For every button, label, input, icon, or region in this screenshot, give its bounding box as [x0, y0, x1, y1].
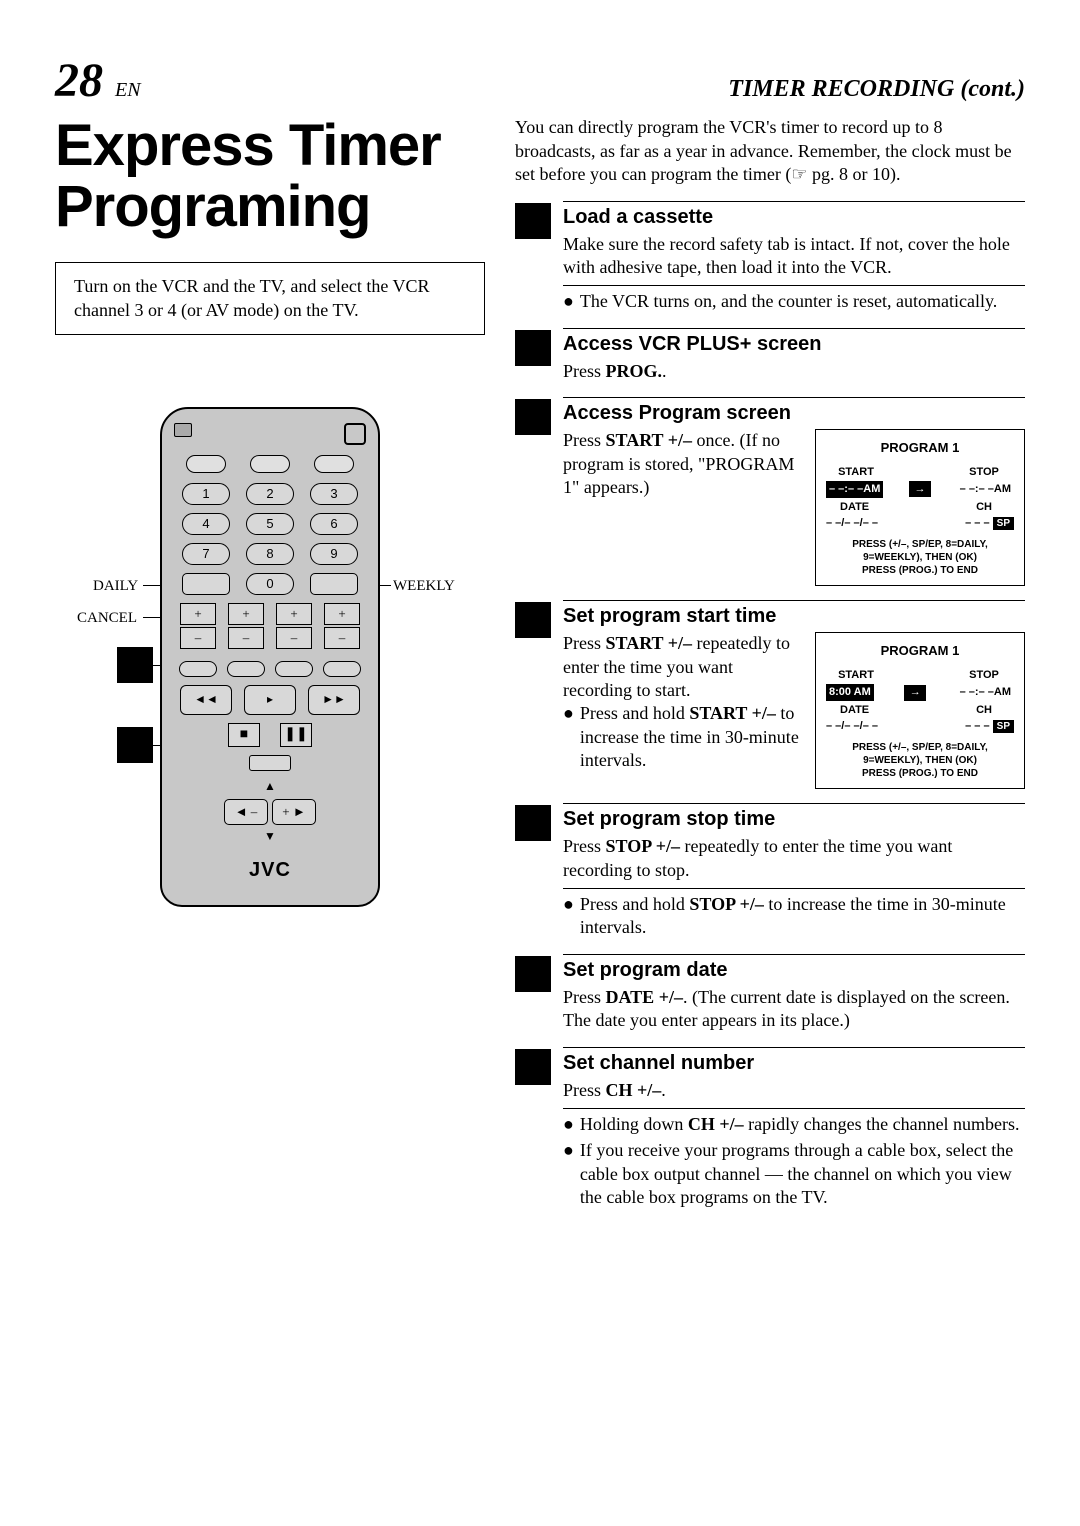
num-2: 2	[246, 483, 294, 505]
play-button: ▸	[244, 685, 296, 715]
remote-led	[174, 423, 192, 437]
rewind-button: ◄◄	[180, 685, 232, 715]
step-title: Set program start time	[563, 600, 1025, 629]
plus-button: +	[180, 603, 216, 625]
minus-button: –	[324, 627, 360, 649]
step-6: Set program date Press DATE +/–. (The cu…	[515, 954, 1025, 1033]
program-screen-1: PROGRAM 1 STARTSTOP – –:– –AM→– –:– –AM …	[815, 429, 1025, 586]
step-3: Access Program screen Press START +/– on…	[515, 397, 1025, 586]
remote-diagram: DAILY CANCEL WEEKLY 123	[55, 407, 485, 907]
section-header: TIMER RECORDING (cont.)	[728, 74, 1025, 105]
step-number-box	[515, 602, 551, 638]
plus-button: +	[228, 603, 264, 625]
step-text: Press CH +/–.	[563, 1079, 1025, 1102]
step-number-box	[515, 399, 551, 435]
step-title: Access VCR PLUS+ screen	[563, 328, 1025, 357]
down-button: ▼	[248, 827, 292, 847]
small-button	[249, 755, 291, 771]
page-title: Express Timer Programing	[55, 116, 485, 238]
bullet-text: The VCR turns on, and the counter is res…	[580, 290, 997, 313]
num-3: 3	[310, 483, 358, 505]
step-title: Set program stop time	[563, 803, 1025, 832]
page-number: 28 EN	[55, 50, 141, 112]
step-1: Load a cassette Make sure the record saf…	[515, 201, 1025, 314]
cancel-label: CANCEL	[77, 609, 137, 629]
step-number-box	[515, 203, 551, 239]
aux-button	[310, 573, 358, 595]
num-6: 6	[310, 513, 358, 535]
num-4: 4	[182, 513, 230, 535]
num-0: 0	[246, 573, 294, 595]
plus-button: +	[324, 603, 360, 625]
cancel-button	[182, 573, 230, 595]
step-title: Access Program screen	[563, 397, 1025, 426]
pause-button: ❚❚	[280, 723, 312, 747]
callout-square	[117, 647, 153, 683]
step-number-box	[515, 956, 551, 992]
step-7: Set channel number Press CH +/–. ●Holdin…	[515, 1047, 1025, 1210]
transport-button	[179, 661, 217, 677]
oval-button	[314, 455, 354, 473]
step-text: Press STOP +/– repeatedly to enter the t…	[563, 835, 1025, 882]
num-9: 9	[310, 543, 358, 565]
transport-button	[323, 661, 361, 677]
turn-on-instruction: Turn on the VCR and the TV, and select t…	[55, 262, 485, 335]
step-text: Press DATE +/–. (The current date is dis…	[563, 986, 1025, 1033]
right-button: + ►	[272, 799, 316, 825]
power-button	[344, 423, 366, 445]
step-text: Press START +/– once. (If no program is …	[563, 429, 801, 499]
minus-button: –	[276, 627, 312, 649]
brand-logo: JVC	[174, 857, 366, 883]
weekly-label: WEEKLY	[393, 577, 455, 597]
step-title: Set channel number	[563, 1047, 1025, 1076]
num-1: 1	[182, 483, 230, 505]
left-button: ◄ –	[224, 799, 268, 825]
program-screen-2: PROGRAM 1 STARTSTOP 8:00 AM→– –:– –AM DA…	[815, 632, 1025, 789]
step-2: Access VCR PLUS+ screen Press PROG..	[515, 328, 1025, 383]
step-text: Make sure the record safety tab is intac…	[563, 233, 1025, 280]
num-7: 7	[182, 543, 230, 565]
remote-control: 123 456 789 0 +– +– +– +– ◄◄	[160, 407, 380, 907]
intro-text: You can directly program the VCR's timer…	[515, 116, 1025, 186]
plus-button: +	[276, 603, 312, 625]
step-text: Press START +/– repeatedly to enter the …	[563, 632, 801, 702]
step-text: Press PROG..	[563, 360, 1025, 383]
step-number-box	[515, 805, 551, 841]
step-5: Set program stop time Press STOP +/– rep…	[515, 803, 1025, 940]
step-title: Set program date	[563, 954, 1025, 983]
daily-label: DAILY	[93, 577, 138, 597]
oval-button	[250, 455, 290, 473]
num-8: 8	[246, 543, 294, 565]
stop-button: ■	[228, 723, 260, 747]
minus-button: –	[228, 627, 264, 649]
transport-button	[275, 661, 313, 677]
up-button: ▲	[248, 777, 292, 797]
num-5: 5	[246, 513, 294, 535]
step-number-box	[515, 330, 551, 366]
forward-button: ►►	[308, 685, 360, 715]
step-title: Load a cassette	[563, 201, 1025, 230]
step-number-box	[515, 1049, 551, 1085]
oval-button	[186, 455, 226, 473]
transport-button	[227, 661, 265, 677]
callout-square	[117, 727, 153, 763]
step-4: Set program start time Press START +/– r…	[515, 600, 1025, 789]
minus-button: –	[180, 627, 216, 649]
